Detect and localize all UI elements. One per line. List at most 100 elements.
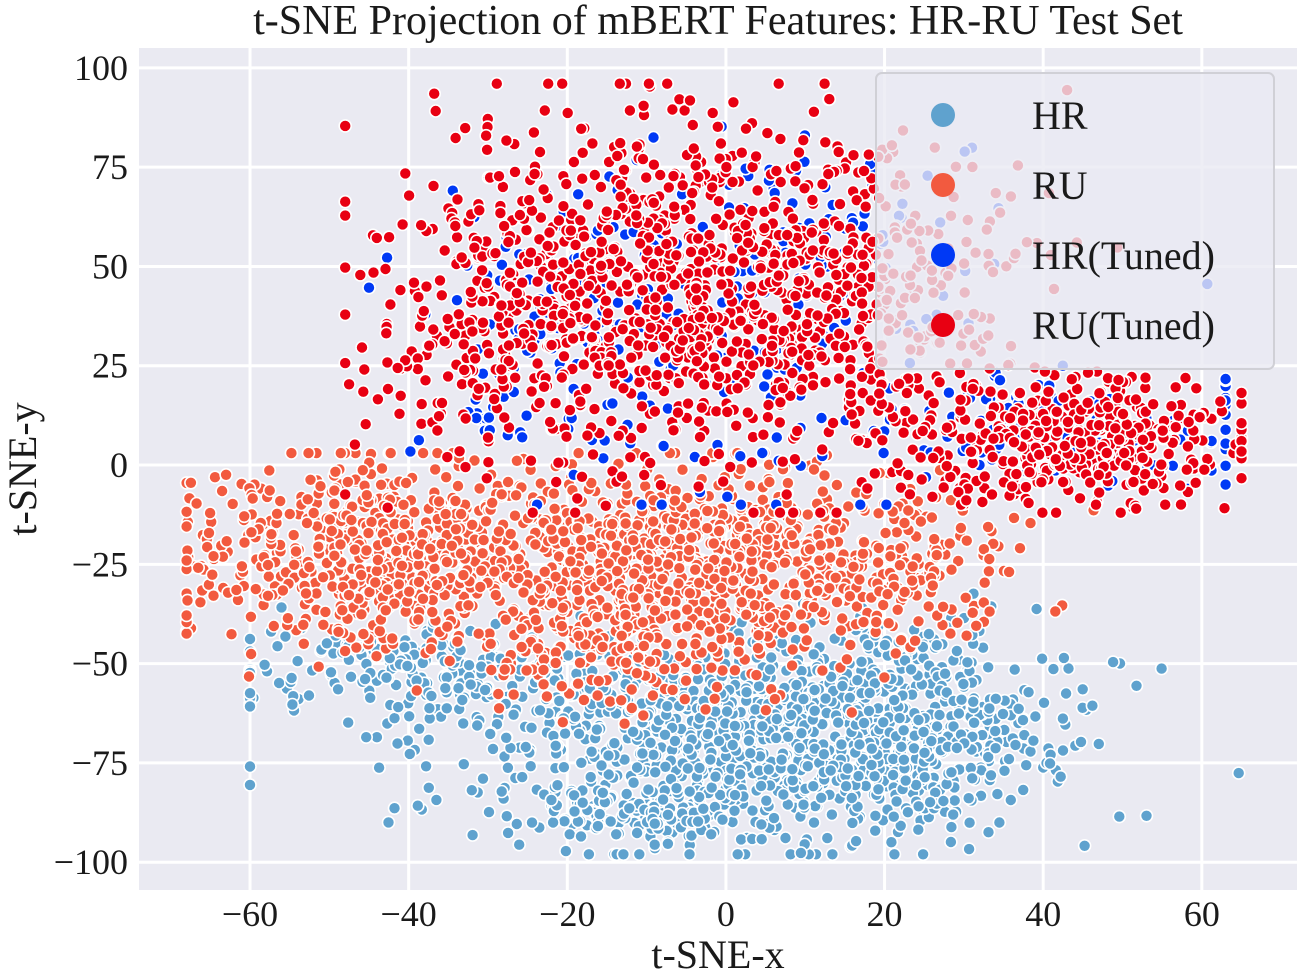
scatter-point [763, 610, 777, 625]
scatter-point [1023, 516, 1038, 530]
scatter-point [458, 460, 473, 474]
scatter-point [944, 562, 959, 577]
scatter-point [981, 825, 996, 840]
scatter-point [571, 446, 586, 460]
scatter-point [696, 801, 711, 816]
scatter-point [675, 637, 689, 651]
scatter-point [421, 780, 436, 795]
scatter-point [680, 602, 695, 617]
scatter-point [878, 526, 893, 540]
scatter-point [599, 293, 613, 308]
scatter-point [893, 558, 907, 573]
scatter-point [438, 681, 453, 696]
scatter-point [769, 430, 784, 445]
scatter-point [428, 104, 443, 118]
scatter-point [571, 676, 585, 691]
scatter-point [604, 528, 618, 543]
scatter-point [573, 655, 587, 670]
scatter-point [515, 770, 530, 784]
scatter-point [773, 505, 787, 520]
scatter-point [754, 817, 769, 832]
scatter-point [643, 735, 658, 750]
scatter-point [1028, 709, 1043, 724]
scatter-point [745, 564, 760, 579]
scatter-point [450, 230, 464, 245]
scatter-point [962, 842, 976, 856]
scatter-point [562, 827, 577, 842]
scatter-point [627, 566, 641, 581]
scatter-point [605, 396, 620, 411]
scatter-point [1056, 711, 1070, 726]
scatter-point [666, 423, 681, 438]
scatter-point [744, 544, 759, 559]
scatter-point [702, 624, 717, 639]
scatter-point [636, 708, 651, 723]
scatter-point [701, 606, 716, 620]
scatter-point [1154, 661, 1169, 676]
scatter-point [683, 212, 698, 226]
scatter-point [397, 640, 412, 655]
scatter-point [180, 593, 195, 608]
scatter-point [531, 641, 545, 656]
scatter-point [982, 604, 997, 619]
scatter-point [988, 741, 1003, 756]
scatter-point [412, 575, 426, 589]
scatter-point [733, 519, 747, 534]
scatter-point [932, 708, 947, 722]
scatter-point [440, 450, 455, 464]
scatter-point [648, 290, 663, 305]
scatter-point [206, 549, 221, 564]
scatter-point [760, 126, 775, 140]
scatter-point [815, 484, 830, 499]
scatter-point [798, 567, 813, 582]
scatter-point [996, 707, 1010, 721]
scatter-point [391, 577, 406, 592]
scatter-point [810, 583, 825, 598]
scatter-point [1139, 808, 1154, 823]
scatter-point [407, 275, 421, 290]
scatter-point [779, 487, 794, 502]
scatter-point [864, 741, 879, 756]
scatter-point [537, 103, 552, 118]
scatter-point [755, 446, 770, 460]
scatter-point [205, 567, 220, 582]
scatter-point [794, 846, 808, 860]
scatter-point [571, 187, 586, 202]
scatter-point [860, 481, 875, 496]
scatter-point [570, 521, 585, 536]
scatter-point [993, 373, 1007, 388]
scatter-point [393, 283, 408, 297]
scatter-point [381, 382, 395, 396]
scatter-point [990, 787, 1005, 801]
scatter-point [867, 466, 882, 481]
scatter-point [965, 605, 980, 620]
scatter-point [717, 564, 732, 578]
scatter-point [603, 694, 617, 709]
scatter-point [378, 262, 393, 276]
scatter-point [514, 621, 529, 636]
scatter-point [914, 514, 928, 529]
scatter-point [1234, 416, 1249, 431]
scatter-point [752, 679, 766, 694]
scatter-point [789, 678, 804, 692]
scatter-point [501, 475, 515, 489]
scatter-point [179, 519, 194, 534]
scatter-point [773, 132, 788, 146]
scatter-point [374, 477, 388, 492]
scatter-point [570, 583, 584, 597]
scatter-point [454, 507, 468, 521]
scatter-point [846, 559, 861, 574]
scatter-point [370, 564, 384, 578]
scatter-point [416, 591, 430, 606]
scatter-point [840, 243, 855, 258]
scatter-point [184, 475, 198, 490]
scatter-point [525, 505, 540, 520]
scatter-point [475, 546, 490, 561]
scatter-point [648, 603, 662, 618]
scatter-point [380, 250, 394, 265]
scatter-point [225, 497, 240, 511]
scatter-point [988, 724, 1003, 738]
scatter-point [911, 614, 926, 629]
scatter-point [767, 811, 781, 825]
scatter-point [572, 726, 586, 741]
